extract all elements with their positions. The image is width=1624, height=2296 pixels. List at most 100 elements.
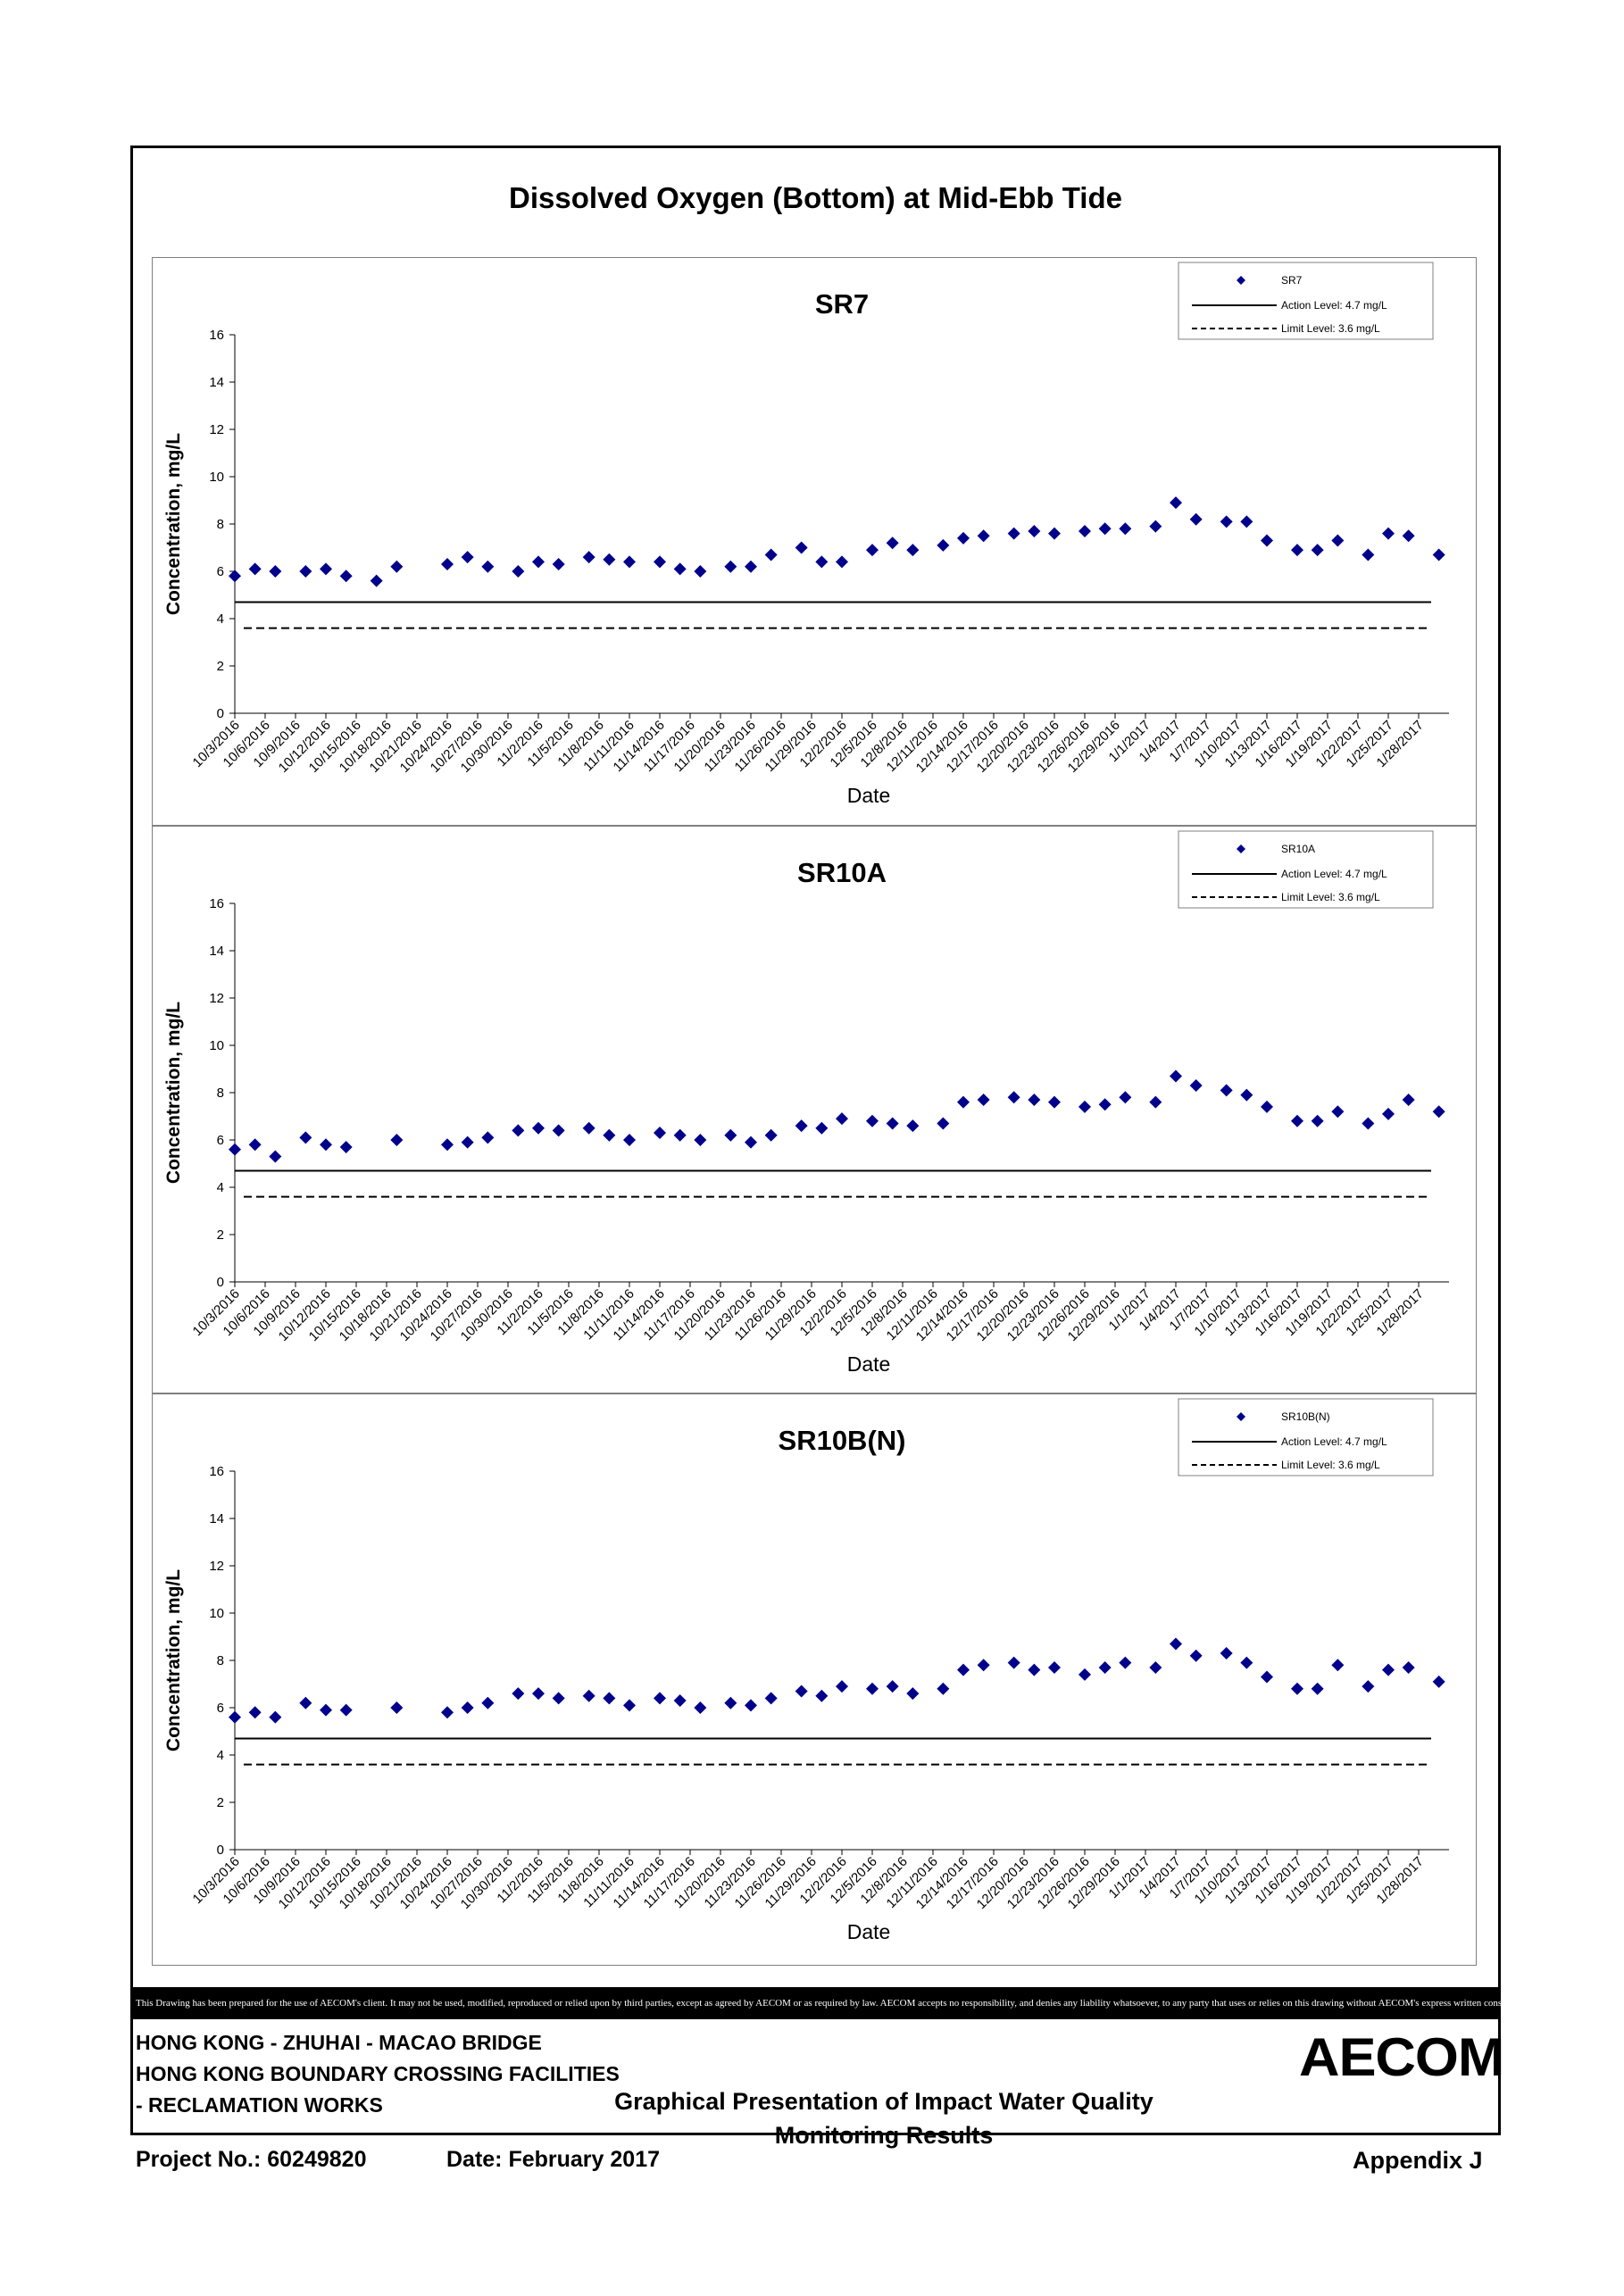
data-point bbox=[1048, 1095, 1061, 1109]
data-point bbox=[1402, 1093, 1415, 1106]
panel-border bbox=[152, 826, 1477, 1393]
data-point bbox=[1048, 527, 1061, 540]
data-point bbox=[481, 560, 495, 573]
data-point bbox=[1261, 1100, 1273, 1113]
x-axis-label: Date bbox=[847, 784, 891, 807]
data-point bbox=[299, 1696, 312, 1710]
data-point bbox=[1079, 524, 1091, 537]
data-point bbox=[977, 529, 990, 543]
data-point bbox=[1311, 1114, 1324, 1127]
chart-sr10bn: SR10B(N) 0 2 4 6 8 10 12 14 16 Concentration, mg/L… bbox=[152, 1393, 1477, 1966]
data-point bbox=[1240, 1656, 1253, 1669]
data-point bbox=[582, 1121, 595, 1135]
data-point bbox=[673, 1128, 687, 1142]
data-point bbox=[532, 1121, 545, 1135]
data-point bbox=[795, 1119, 808, 1133]
disclaimer-bar: This Drawing has been prepared for the u… bbox=[130, 1987, 1501, 2019]
data-point bbox=[1331, 534, 1345, 547]
panel-border bbox=[152, 1393, 1477, 1966]
data-point bbox=[552, 1124, 565, 1137]
y-tick-label: 0 bbox=[217, 1275, 224, 1290]
y-tick-label: 6 bbox=[217, 1701, 224, 1716]
data-point bbox=[248, 1138, 262, 1152]
data-point bbox=[764, 1128, 778, 1142]
y-tick-label: 14 bbox=[209, 1511, 224, 1527]
data-point bbox=[866, 1114, 879, 1127]
data-point bbox=[1098, 1660, 1112, 1674]
legend-series-label: SR10A bbox=[1281, 843, 1315, 855]
data-point bbox=[1149, 1095, 1162, 1109]
legend-limit-label: Limit Level: 3.6 mg/L bbox=[1281, 891, 1380, 903]
data-point bbox=[1331, 1659, 1345, 1672]
y-tick-label: 16 bbox=[209, 328, 224, 343]
data-point bbox=[339, 570, 353, 583]
data-point bbox=[815, 1121, 829, 1135]
y-tick-label: 6 bbox=[217, 1133, 224, 1148]
data-point bbox=[461, 551, 474, 564]
data-point bbox=[957, 1663, 970, 1676]
data-point bbox=[229, 1143, 241, 1156]
legend-box bbox=[1178, 1398, 1434, 1477]
legend-box bbox=[1178, 830, 1434, 909]
data-point bbox=[1432, 1105, 1445, 1119]
y-tick-label: 14 bbox=[209, 375, 224, 390]
y-tick-label: 12 bbox=[209, 1559, 224, 1574]
y-tick-label: 2 bbox=[217, 659, 224, 674]
data-point bbox=[582, 1689, 595, 1702]
data-point bbox=[1028, 524, 1041, 537]
data-point bbox=[1402, 529, 1415, 543]
data-point bbox=[654, 1127, 666, 1140]
data-point bbox=[229, 570, 241, 583]
data-point bbox=[886, 537, 899, 550]
data-point bbox=[836, 1112, 848, 1126]
y-tick-label: 6 bbox=[217, 564, 224, 579]
data-point bbox=[815, 1689, 829, 1702]
data-point bbox=[1382, 527, 1395, 540]
data-point bbox=[1119, 1656, 1132, 1669]
data-point bbox=[1028, 1663, 1041, 1676]
data-point bbox=[764, 548, 778, 562]
data-point bbox=[724, 1128, 737, 1142]
data-point bbox=[1220, 515, 1233, 528]
y-tick-label: 2 bbox=[217, 1227, 224, 1243]
project-line-3: - RECLAMATION WORKS bbox=[136, 2093, 383, 2117]
data-point bbox=[1261, 534, 1273, 547]
legend-action-label: Action Level: 4.7 mg/L bbox=[1281, 868, 1387, 880]
data-point bbox=[1170, 1637, 1182, 1651]
x-axis-label: Date bbox=[847, 1920, 891, 1943]
data-point bbox=[229, 1710, 241, 1724]
y-tick-label: 2 bbox=[217, 1795, 224, 1810]
y-tick-label: 8 bbox=[217, 1086, 224, 1101]
y-tick-label: 4 bbox=[217, 611, 224, 627]
data-point bbox=[269, 1710, 282, 1724]
data-point bbox=[724, 560, 737, 573]
data-point bbox=[299, 1131, 312, 1144]
legend-marker bbox=[1237, 844, 1245, 853]
legend-marker bbox=[1237, 1412, 1245, 1421]
data-point bbox=[886, 1680, 899, 1693]
main-title: Dissolved Oxygen (Bottom) at Mid-Ebb Tid… bbox=[509, 181, 1122, 214]
data-point bbox=[836, 555, 848, 569]
data-point bbox=[745, 1136, 757, 1149]
y-tick-label: 0 bbox=[217, 706, 224, 721]
data-point bbox=[390, 1134, 404, 1146]
y-tick-label: 14 bbox=[209, 944, 224, 959]
data-point bbox=[1382, 1663, 1395, 1676]
data-point bbox=[937, 1117, 950, 1130]
data-point bbox=[795, 541, 808, 554]
data-point bbox=[1007, 1091, 1020, 1104]
data-point bbox=[937, 538, 950, 552]
x-axis-label: Date bbox=[847, 1352, 891, 1376]
data-point bbox=[1028, 1093, 1041, 1106]
data-point bbox=[745, 560, 757, 573]
y-tick-label: 12 bbox=[209, 991, 224, 1006]
data-point bbox=[866, 544, 879, 557]
chart-panel-sr7: SR7 0 2 4 6 8 10 12 14 16 Concentration, mg/L 10/3/… bbox=[152, 257, 1477, 826]
data-point bbox=[977, 1659, 990, 1672]
data-point bbox=[582, 551, 595, 564]
data-point bbox=[623, 1134, 636, 1146]
data-point bbox=[795, 1685, 808, 1698]
subtitle-block: Graphical Presentation of Impact Water Q… bbox=[536, 2084, 1232, 2152]
data-point bbox=[269, 565, 282, 578]
